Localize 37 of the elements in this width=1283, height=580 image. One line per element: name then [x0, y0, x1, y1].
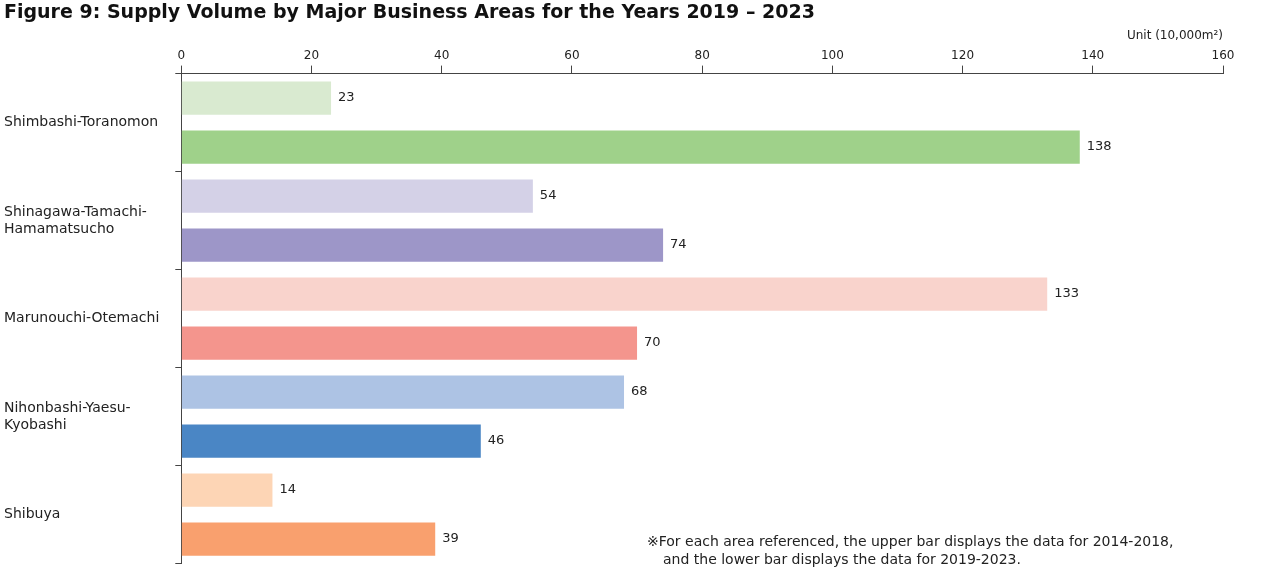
annotation: ※For each area referenced, the upper bar displays the data for 2014-2018, and the lower bar displays the data for 2019-2023.: [647, 532, 1174, 567]
chart-title: Figure 9: Supply Volume by Major Business Areas for the Years 2019 – 2023: [4, 0, 815, 23]
bar: [181, 277, 1048, 311]
data-label: 14: [279, 481, 296, 497]
bar: [181, 81, 332, 115]
y-tick-label: Marunouchi-Otemachi: [4, 309, 160, 326]
data-label: 70: [644, 334, 661, 350]
data-label: 133: [1054, 285, 1080, 301]
x-tick-label: 60: [564, 47, 580, 62]
x-tick-label: 20: [303, 47, 320, 62]
bar: [181, 228, 664, 262]
y-tick-label: Nihonbashi-Yaesu-Kyobashi: [4, 398, 131, 432]
bar: [181, 179, 533, 213]
bar: [181, 473, 273, 507]
x-tick-label: 80: [694, 47, 710, 62]
data-label: 39: [442, 530, 459, 546]
bar: [181, 424, 481, 458]
x-tick-label: 160: [1211, 47, 1235, 62]
data-label: 54: [539, 187, 557, 203]
x-tick-label: 100: [820, 47, 844, 62]
y-tick-label: Shinagawa-Tamachi-Hamamatsucho: [4, 202, 147, 236]
y-tick-label: Shimbashi-Toranomon: [4, 113, 159, 130]
bar: [181, 326, 638, 360]
x-axis-title: Unit (10,000m²): [1126, 28, 1223, 43]
y-tick-label: Shibuya: [4, 505, 61, 522]
data-label: 23: [338, 89, 355, 105]
x-tick-label: 40: [434, 47, 450, 62]
data-label: 68: [631, 383, 648, 399]
bar: [181, 522, 436, 556]
bar: [181, 130, 1080, 164]
x-tick-label: 120: [951, 47, 975, 62]
bar: [181, 375, 625, 409]
data-label: 46: [487, 432, 505, 448]
x-tick-label: 140: [1081, 47, 1105, 62]
x-tick-label: 0: [177, 47, 186, 62]
data-label: 138: [1086, 138, 1112, 154]
data-label: 74: [670, 236, 687, 252]
